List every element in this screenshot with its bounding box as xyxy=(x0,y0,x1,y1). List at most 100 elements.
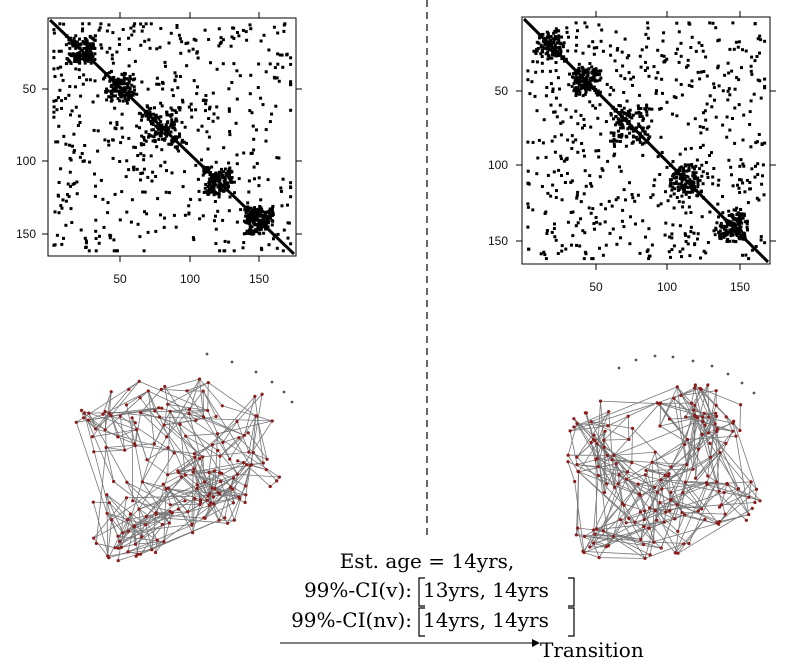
left-dots-dot xyxy=(141,113,145,117)
right-dots-dot xyxy=(558,45,562,49)
right-dots-dot xyxy=(593,73,597,77)
left-network-edge xyxy=(140,389,162,413)
right-dots-dot xyxy=(673,187,677,191)
right-network-node xyxy=(715,427,720,431)
left-dots-dot xyxy=(255,230,259,234)
right-dots-dot xyxy=(598,72,602,76)
right-dots-dot xyxy=(689,146,693,150)
left-network-node xyxy=(195,483,199,487)
left-dots-dot xyxy=(79,94,83,98)
right-dots-dot xyxy=(629,215,632,219)
left-dots-dot xyxy=(84,245,88,249)
right-dots-dot xyxy=(552,31,556,35)
left-dots-dot xyxy=(186,41,190,45)
left-dots-dot xyxy=(125,101,129,105)
left-network-node xyxy=(242,433,246,437)
left-network-isolated-node xyxy=(205,352,209,356)
left-dots-dot xyxy=(120,190,124,194)
left-dots-dot xyxy=(213,190,217,194)
left-dots-dot xyxy=(60,242,64,246)
right-dots-dot xyxy=(575,35,578,39)
left-dots-dot xyxy=(135,124,139,128)
left-dots-dot xyxy=(153,114,157,118)
left-dots-dot xyxy=(217,27,221,31)
right-dots-dot xyxy=(539,52,543,56)
right-dots-dot xyxy=(585,83,589,87)
left-network-node xyxy=(153,550,158,555)
left-dots-dot xyxy=(64,223,68,227)
left-network-node xyxy=(168,503,172,507)
right-dots-dot xyxy=(753,59,757,63)
right-dots-dot xyxy=(580,142,584,145)
left-dots-dot xyxy=(204,109,207,113)
left-dots-dot xyxy=(172,213,176,217)
right-dots-dot xyxy=(722,224,726,228)
left-dots-dot xyxy=(76,124,80,127)
left-dots-dot xyxy=(241,28,245,32)
right-network-node xyxy=(715,414,719,418)
left-dots-dot xyxy=(289,56,293,60)
left-network-node xyxy=(206,408,210,413)
right-network-edge xyxy=(598,475,607,485)
right-dots-dot xyxy=(705,172,709,176)
left-dots-dot xyxy=(103,138,107,142)
left-dots-dot xyxy=(80,152,84,155)
left-dots-dot xyxy=(160,130,163,134)
left-dots-dot xyxy=(268,212,272,216)
left-dots-dot xyxy=(276,31,280,35)
right-network-edge xyxy=(574,481,585,553)
right-dots-dot xyxy=(610,204,614,208)
left-dots-dot xyxy=(264,227,268,231)
right-dots-dot xyxy=(623,37,627,41)
right-network-node xyxy=(673,517,677,521)
left-dots-dot xyxy=(162,225,166,229)
left-dots-dot xyxy=(154,124,158,128)
right-network-edge xyxy=(591,421,633,429)
right-network-edge xyxy=(719,496,750,522)
right-network-node xyxy=(606,544,611,548)
right-dots-dot xyxy=(637,111,641,115)
left-dots-dot xyxy=(148,119,152,123)
left-network-edge xyxy=(95,389,130,430)
right-network-edge xyxy=(613,451,656,456)
right-dots-dot xyxy=(660,77,664,81)
right-network-edge xyxy=(577,464,599,468)
right-dots-dot xyxy=(584,184,588,188)
left-dots-dot xyxy=(192,37,196,41)
right-dots-dot xyxy=(555,189,558,193)
left-dots-dot xyxy=(113,85,117,89)
left-network-node xyxy=(153,409,157,413)
left-dots-dot xyxy=(58,88,62,92)
left-network-edge xyxy=(120,415,175,454)
left-dots-dot xyxy=(127,96,130,100)
right-dots-dot xyxy=(729,165,733,169)
left-network-edge xyxy=(119,516,147,542)
right-dots-dot xyxy=(689,225,693,229)
left-dots-dot xyxy=(169,114,173,118)
left-network-edge xyxy=(167,411,171,475)
left-dots-dot xyxy=(165,110,169,114)
right-dots-dot xyxy=(576,80,580,84)
left-dots-dot xyxy=(77,68,81,72)
right-dots-dot xyxy=(716,202,720,206)
left-dots-dot xyxy=(258,222,262,226)
left-network-node xyxy=(137,379,141,383)
right-network-edge xyxy=(718,481,752,525)
right-dots-dot xyxy=(615,48,619,52)
right-dots-dot xyxy=(690,79,694,83)
left-network-edge xyxy=(106,443,155,448)
left-dots-dot xyxy=(53,243,57,247)
right-dots-dot xyxy=(717,230,721,234)
left-dots-dot xyxy=(187,49,191,53)
right-dots-dot xyxy=(619,236,622,240)
right-dots-dot xyxy=(583,169,587,173)
right-dots-dot xyxy=(735,76,739,80)
left-network-node xyxy=(261,461,265,465)
left-network-node xyxy=(137,507,141,511)
left-dots-dot xyxy=(70,42,74,46)
left-dots-dot xyxy=(177,33,181,37)
left-dots-dot xyxy=(87,249,91,253)
left-dots-dot xyxy=(207,190,211,193)
left-dots-dot xyxy=(117,79,121,82)
left-dots-dot xyxy=(216,116,220,120)
